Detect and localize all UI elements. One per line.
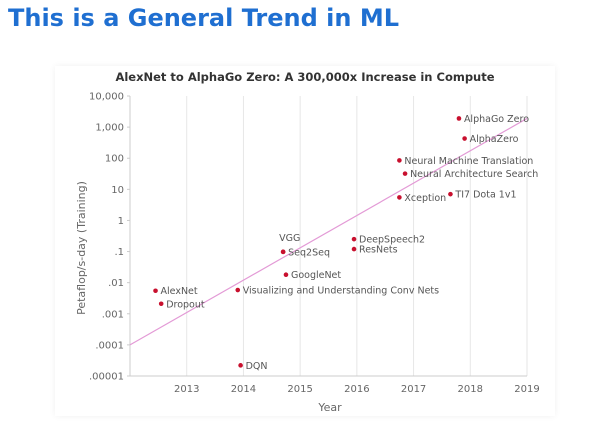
x-tick-label: 2014 [231,384,256,395]
data-point [235,287,241,293]
data-point-label: Neural Machine Translation [404,156,533,167]
y-tick-label: 1,000 [95,123,124,134]
x-tick-label: 2017 [401,384,426,395]
data-point [351,236,357,242]
x-tick-label: 2018 [458,384,483,395]
data-point [397,158,402,163]
data-point-label: TI7 Dota 1v1 [454,190,516,201]
x-axis-label: Year [317,401,342,414]
axes [127,95,527,377]
chart-title: AlexNet to AlphaGo Zero: A 300,000x Incr… [115,70,494,84]
data-points: AlexNet Dropout DQN Visualizing and Underst… [153,114,538,372]
data-point-label: AlphaZero [470,134,519,145]
y-tick-label: .01 [108,278,124,289]
data-point-label: GoogleNet [291,270,341,281]
y-tick-label: 10,000 [89,92,124,103]
data-point-label: AlexNet [161,286,198,297]
data-point [448,191,453,197]
data-point-label: Neural Architecture Search [410,169,538,180]
data-point-label: Seq2Seq [288,247,330,258]
y-tick-label: .0001 [95,340,124,351]
data-point-label: ResNets [359,245,398,256]
data-point-label: Xception [404,193,446,204]
slide-title: This is a General Trend in ML [8,4,400,32]
data-point [456,116,462,121]
x-tick-label: 2015 [287,384,312,395]
y-tick-label: .00001 [89,372,124,383]
y-tick-label: .001 [102,309,124,320]
data-point [158,301,164,307]
y-tick-label: 100 [105,154,124,165]
x-tick-label: 2013 [174,384,199,395]
trend-line [129,117,528,346]
data-point-label: VGG [279,233,300,244]
data-point [397,195,402,200]
data-point-label: DQN [246,361,268,372]
y-tick-label: 10 [111,185,124,196]
data-point [283,272,289,278]
compute-trend-chart: AlexNet to AlphaGo Zero: A 300,000x Incr… [75,70,540,414]
trend-line-group [129,117,528,346]
data-point-label: DeepSpeech2 [359,235,425,246]
grid [186,96,528,376]
y-axis-label: Petaflop/s-day (Training) [75,181,88,315]
y-tick-label: 1 [118,216,124,227]
x-tick-label: 2019 [514,384,539,395]
data-point-label: Dropout [166,299,205,310]
y-tick-label: .1 [114,247,124,258]
data-point-label: AlphaGo Zero [464,114,529,125]
data-point [351,246,357,252]
chart-panel: AlexNet to AlphaGo Zero: A 300,000x Incr… [55,66,555,416]
data-point [280,249,286,255]
data-point-label: Visualizing and Understanding Conv Nets [243,286,439,297]
data-point [153,288,158,294]
data-point [238,363,243,368]
data-point [402,171,408,176]
x-tick-label: 2016 [344,384,369,395]
y-tick-labels: 10,000 1,000 100 10 1 .1 .01 .001 .0001 .00001 [89,92,124,383]
data-point [462,136,467,141]
x-tick-labels: 2013 2014 2015 2016 2017 2018 2019 [174,384,540,395]
